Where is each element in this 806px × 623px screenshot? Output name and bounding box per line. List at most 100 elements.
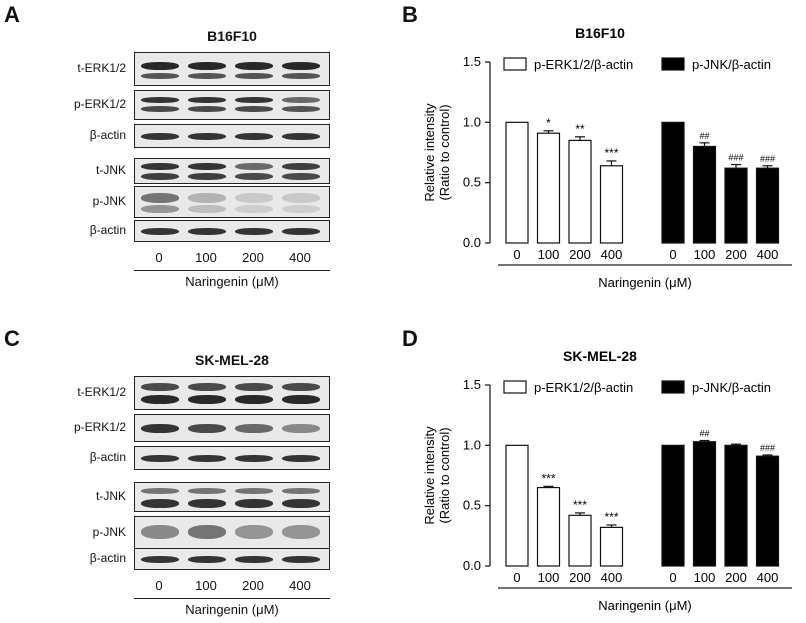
legend-swatch bbox=[661, 380, 685, 394]
significance-label: * bbox=[546, 116, 551, 130]
x-axis-title: Naringenin (μM) bbox=[598, 275, 691, 290]
bar bbox=[536, 132, 561, 244]
significance-label: *** bbox=[604, 510, 618, 524]
x-tick-label: 100 bbox=[538, 247, 560, 262]
blot-band bbox=[235, 133, 273, 140]
blot-band bbox=[282, 173, 320, 180]
blot-strip bbox=[134, 414, 330, 442]
blot-band bbox=[141, 163, 179, 170]
y-tick-label: 1.0 bbox=[463, 437, 481, 452]
blot-row-label: p-JNK bbox=[92, 194, 126, 208]
bar bbox=[692, 145, 717, 244]
significance-label: *** bbox=[573, 498, 587, 512]
blot-strip bbox=[134, 158, 330, 184]
panel-letter-c: C bbox=[4, 326, 20, 351]
blot-band bbox=[282, 228, 320, 235]
y-axis-title-line: Relative intensity bbox=[422, 103, 437, 202]
blot-band bbox=[235, 163, 273, 170]
blot-row-label: t-JNK bbox=[96, 163, 126, 177]
bar bbox=[661, 444, 685, 567]
blot-band bbox=[141, 97, 179, 103]
bar bbox=[568, 139, 592, 244]
blot-band bbox=[188, 556, 226, 563]
blot-band bbox=[235, 106, 273, 112]
blot-x-title: Naringenin (μM) bbox=[185, 274, 279, 289]
bar bbox=[661, 121, 685, 244]
legend-swatch bbox=[661, 57, 685, 71]
y-tick-label: 0.5 bbox=[463, 175, 481, 190]
bar bbox=[755, 167, 780, 244]
blot-band bbox=[141, 62, 179, 70]
blot-strip bbox=[134, 446, 330, 470]
blot-band bbox=[235, 556, 273, 563]
significance-label: ## bbox=[699, 429, 709, 439]
blot-band bbox=[282, 133, 320, 140]
blot-band bbox=[282, 73, 320, 79]
x-tick-label: 200 bbox=[569, 570, 591, 585]
blot-band bbox=[282, 193, 320, 203]
bar bbox=[599, 526, 624, 567]
bar bbox=[692, 441, 717, 567]
bar bbox=[536, 486, 561, 567]
blot-band bbox=[282, 424, 320, 433]
bar bbox=[724, 167, 748, 244]
blot-band bbox=[141, 455, 179, 462]
blot-row-label: β-actin bbox=[89, 128, 126, 142]
blot-x-axis bbox=[134, 598, 330, 599]
panel-letter-a: A bbox=[4, 2, 20, 27]
blot-band bbox=[282, 556, 320, 563]
blot-band bbox=[282, 499, 320, 508]
y-tick-label: 1.0 bbox=[463, 114, 481, 129]
blot-row-label: t-ERK1/2 bbox=[77, 61, 126, 75]
blot-band bbox=[235, 205, 273, 213]
bar-chart-skmel28: SK-MEL-28 0.0 0.5 1.0 1.5 Relative intensity(… bbox=[422, 348, 792, 613]
x-tick-label: 200 bbox=[569, 247, 591, 262]
blot-band bbox=[188, 62, 226, 70]
panel-letter-d: D bbox=[402, 326, 418, 351]
blot-band bbox=[188, 488, 226, 494]
blot-lane-label: 0 bbox=[155, 250, 163, 265]
blot-row-label: β-actin bbox=[89, 223, 126, 237]
blot-band bbox=[235, 228, 273, 235]
x-tick-label: 400 bbox=[757, 247, 779, 262]
chart-title: SK-MEL-28 bbox=[563, 348, 637, 364]
blot-band bbox=[282, 205, 320, 213]
blot-band bbox=[188, 499, 226, 508]
y-axis-title: Relative intensity(Ratio to control) bbox=[422, 103, 452, 202]
blot-strip bbox=[134, 90, 330, 120]
blot-lane-label: 400 bbox=[289, 578, 311, 593]
significance-label: *** bbox=[541, 471, 555, 485]
bar bbox=[568, 514, 592, 567]
blot-band bbox=[282, 383, 320, 391]
blot-band bbox=[141, 205, 179, 213]
blot-band bbox=[141, 173, 179, 180]
x-tick-label: 200 bbox=[725, 247, 747, 262]
legend-label: p-ERK1/2/β-actin bbox=[534, 57, 633, 72]
blot-band bbox=[141, 73, 179, 79]
y-tick-label: 0.5 bbox=[463, 498, 481, 513]
blot-title-b16f10: B16F10 bbox=[207, 28, 257, 44]
bar bbox=[505, 444, 529, 567]
blot-band bbox=[282, 106, 320, 112]
significance-label: *** bbox=[604, 146, 618, 160]
blot-lane-label: 0 bbox=[155, 578, 163, 593]
legend-swatch bbox=[503, 57, 527, 71]
blot-strip bbox=[134, 482, 330, 512]
blot-band bbox=[282, 163, 320, 170]
x-tick-label: 0 bbox=[513, 247, 520, 262]
blot-band bbox=[188, 173, 226, 180]
x-tick-label: 100 bbox=[694, 570, 716, 585]
blot-lane-label: 200 bbox=[242, 250, 264, 265]
blot-band bbox=[235, 62, 273, 70]
blot-band bbox=[188, 383, 226, 391]
x-tick-label: 100 bbox=[538, 570, 560, 585]
blot-row-label: β-actin bbox=[89, 551, 126, 565]
y-axis-title: Relative intensity(Ratio to control) bbox=[422, 426, 452, 525]
blot-band bbox=[282, 455, 320, 462]
blot-band bbox=[235, 488, 273, 494]
x-tick-label: 100 bbox=[694, 247, 716, 262]
blot-band bbox=[141, 424, 179, 433]
blot-band bbox=[235, 455, 273, 462]
blot-lane-label: 400 bbox=[289, 250, 311, 265]
x-tick-label: 0 bbox=[513, 570, 520, 585]
